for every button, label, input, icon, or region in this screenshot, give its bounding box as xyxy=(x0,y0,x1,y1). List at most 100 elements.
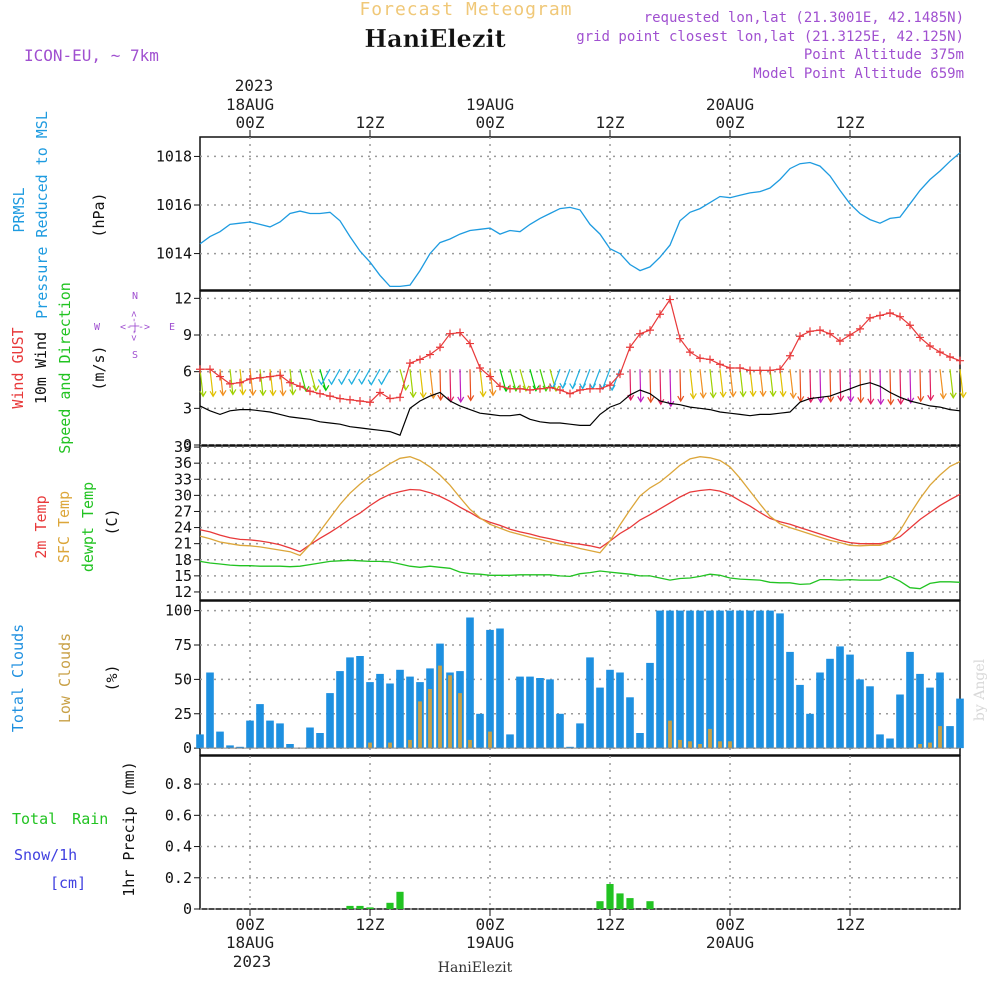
panel-frame xyxy=(199,290,961,446)
gust-marker xyxy=(756,366,764,375)
y-tick-label: 1014 xyxy=(156,245,192,263)
wind-dir-arrowhead xyxy=(552,385,560,393)
gust-marker xyxy=(656,310,664,319)
rain-bar xyxy=(346,905,354,909)
wind-dir-arrowhead xyxy=(949,392,957,399)
total-cloud-bar xyxy=(286,744,294,749)
total-cloud-bar xyxy=(636,733,644,749)
y-tick-label: 1016 xyxy=(156,196,192,214)
y-tick-label: 25 xyxy=(174,705,192,723)
wind-dir-arrowhead xyxy=(579,383,587,390)
wind-dir-arrow xyxy=(529,369,537,391)
gust-marker xyxy=(666,295,674,304)
gridpoint-coords: grid point closest lon,lat (21.3125E, 42… xyxy=(576,29,964,45)
wind-dir-arrow xyxy=(549,369,557,392)
wind-dir-arrow xyxy=(679,369,682,402)
gust-marker xyxy=(296,382,304,391)
wind-dir-arrow xyxy=(419,369,424,398)
y-tick-label: 0 xyxy=(183,900,192,918)
compass-w-label: W xyxy=(94,322,101,333)
rain-bar xyxy=(646,901,654,909)
y-tick-label: 50 xyxy=(174,670,192,688)
y-tick-label: 39 xyxy=(174,438,192,456)
top-time-label: 00Z xyxy=(476,113,505,132)
gust-marker xyxy=(526,386,534,394)
low-cloud-bar xyxy=(938,726,942,749)
wind-dir-arrowhead xyxy=(657,398,665,406)
legend-temp-sfc: SFC Temp xyxy=(55,491,73,563)
wind-dir-arrow xyxy=(699,369,704,398)
wind-dir-arrow xyxy=(429,369,434,399)
gust-marker xyxy=(366,398,374,407)
wind-dir-arrowhead xyxy=(367,379,375,386)
gust-marker xyxy=(786,351,794,360)
y-tick-label: 18 xyxy=(174,551,192,569)
total-cloud-bar xyxy=(916,673,924,749)
panel-frame xyxy=(199,600,961,756)
total-cloud-bar xyxy=(306,727,314,749)
wind-dir-arrow xyxy=(949,369,954,398)
low-cloud-bar xyxy=(488,731,492,749)
compass-arrows: <-|-> xyxy=(129,311,140,341)
wind-dir-arrowhead xyxy=(358,378,366,386)
total-cloud-bar xyxy=(626,697,634,749)
wind-dir-arrowhead xyxy=(377,378,386,386)
gust-marker xyxy=(466,339,474,348)
total-cloud-bar xyxy=(796,684,804,749)
wind-dir-arrow xyxy=(449,369,452,402)
panel-frame xyxy=(199,445,961,601)
wind-dir-arrow xyxy=(829,369,832,402)
wind-dir-arrowhead xyxy=(699,392,707,399)
legend-cloud-unit: (%) xyxy=(103,664,121,691)
total-cloud-bar xyxy=(866,686,874,749)
total-cloud-bar xyxy=(836,646,844,749)
wind-dir-arrowhead xyxy=(739,391,747,398)
gust-marker xyxy=(926,342,934,350)
total-cloud-bar xyxy=(616,672,624,749)
total-cloud-bar xyxy=(696,610,704,749)
y-tick-label: 15 xyxy=(174,567,192,585)
wind-dir-arrowhead xyxy=(559,382,567,390)
total-cloud-bar xyxy=(476,713,484,749)
wind-dir-arrow xyxy=(799,369,802,402)
gust-marker xyxy=(846,331,854,339)
wind-dir-arrow xyxy=(209,369,214,397)
wind-dir-arrowhead xyxy=(847,396,855,403)
total-cloud-bar xyxy=(206,672,214,749)
total-cloud-bar xyxy=(856,679,864,749)
legend-rain: Total Rain xyxy=(12,810,108,828)
low-cloud-bar xyxy=(368,742,372,749)
panel-frame xyxy=(199,755,961,910)
top-time-label: 00Z xyxy=(236,113,265,132)
watermark: by Angel xyxy=(972,658,988,721)
y-tick-label: 0.4 xyxy=(165,838,192,856)
compass-arrows-h: <-|-> xyxy=(120,322,150,333)
meteogram-subtitle: Forecast Meteogram xyxy=(359,0,572,20)
wind-dir-arrowhead xyxy=(322,384,330,392)
wind-dir-arrow xyxy=(199,369,204,397)
panel-wind: 0 3 6 9 12 xyxy=(174,289,967,454)
wind-dir-arrow xyxy=(939,369,944,399)
bottom-year: 2023 xyxy=(233,952,272,971)
wind-dir-arrowhead xyxy=(512,385,520,393)
rain-bar xyxy=(356,905,364,909)
total-cloud-bar xyxy=(356,656,364,749)
compass-s-label: S xyxy=(132,350,138,361)
wind-dir-arrow xyxy=(889,369,892,405)
total-cloud-bar xyxy=(216,731,224,749)
legend-cloud: Total Clouds Low Clouds (%) xyxy=(9,624,121,732)
wind-dir-arrowhead xyxy=(467,395,475,402)
legend-temp-dew: dewpt Temp xyxy=(79,482,97,572)
gust-marker xyxy=(606,381,614,390)
total-cloud-bar xyxy=(266,720,274,749)
wind-dir-arrow xyxy=(899,369,902,404)
wind-dir-arrowhead xyxy=(219,390,227,397)
total-cloud-bar xyxy=(196,734,204,749)
bottom-date-label: 19AUG xyxy=(466,933,514,952)
gust-marker xyxy=(506,384,514,393)
gust-marker xyxy=(936,348,944,357)
legend-prmsl-title: PRMSL xyxy=(10,187,28,232)
wind-dir-arrowhead xyxy=(479,391,487,398)
wind-dir-arrowhead xyxy=(239,389,247,396)
